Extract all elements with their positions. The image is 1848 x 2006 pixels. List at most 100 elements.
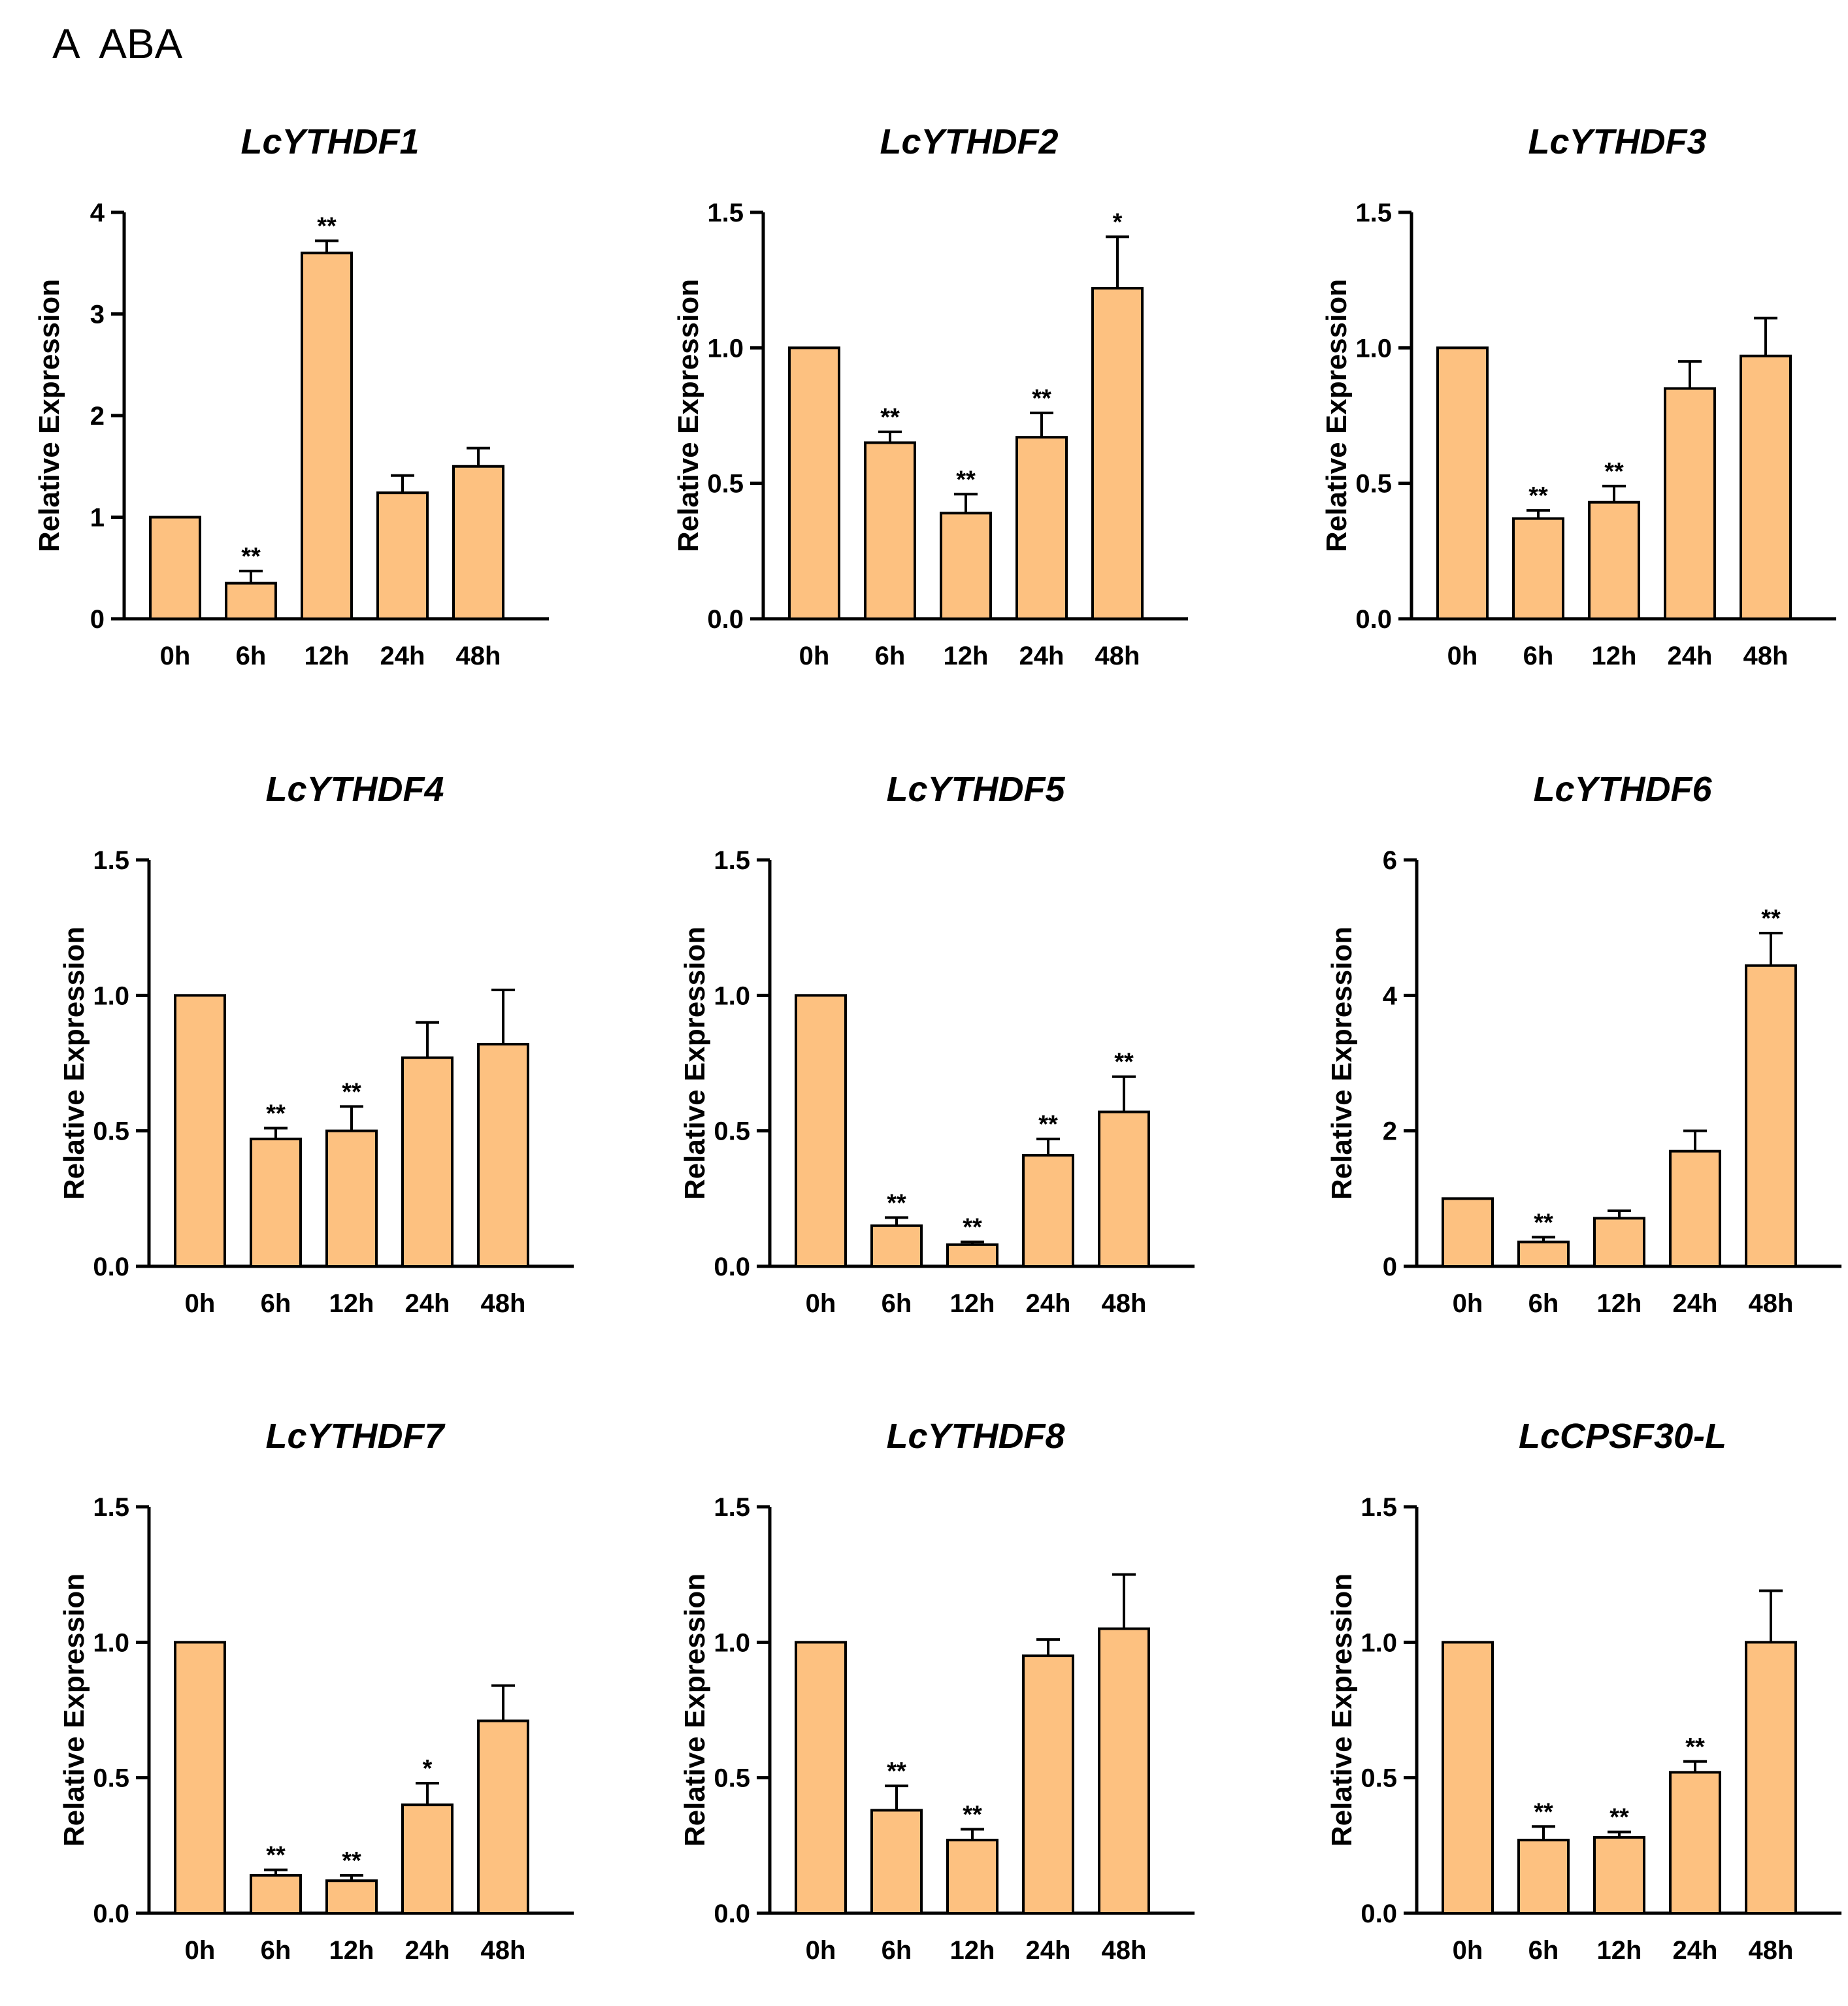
y-tick-label: 1.0	[1361, 1628, 1397, 1657]
bar-24h	[376, 491, 429, 620]
y-tick-label: 0.5	[714, 1117, 750, 1146]
bar-0h	[174, 994, 226, 1268]
chart-panel-7: LcYTHDF7 Relative Expression 0.0 0.5 1.0 1.5 0…	[58, 1417, 574, 1965]
chart-title: LcYTHDF2	[880, 122, 1058, 161]
y-axis-label: Relative Expression	[679, 1573, 711, 1847]
significance-mark: **	[1685, 1734, 1705, 1761]
significance-mark: **	[266, 1842, 286, 1869]
significance-mark: **	[1032, 385, 1051, 412]
x-tick-label: 24h	[1019, 642, 1064, 670]
significance-mark: *	[1113, 208, 1123, 236]
y-tick-label: 6	[1383, 846, 1397, 875]
x-tick-label: 12h	[329, 1289, 374, 1318]
x-tick-label: 12h	[1597, 1289, 1642, 1318]
significance-mark: **	[880, 404, 900, 431]
y-tick-label: 4	[90, 199, 105, 227]
chart-title: LcYTHDF8	[886, 1417, 1064, 1456]
chart-panel-5: LcYTHDF5 Relative Expression 0.0 0.5 1.0 1.5 0…	[679, 770, 1195, 1318]
x-tick-label: 48h	[1102, 1289, 1147, 1318]
chart-title: LcYTHDF1	[240, 122, 419, 161]
bar-0h	[795, 994, 847, 1268]
bar-12h	[946, 1243, 998, 1268]
x-tick-label: 0h	[806, 1936, 836, 1965]
y-tick-label: 1.0	[714, 981, 750, 1010]
y-tick-label: 0.5	[707, 470, 744, 499]
chart-title: LcYTHDF6	[1533, 770, 1712, 809]
bar-48h	[1740, 354, 1792, 620]
y-tick-label: 0	[1383, 1253, 1397, 1281]
y-tick-label: 0.0	[714, 1899, 750, 1928]
x-tick-label: 0h	[799, 642, 830, 670]
x-tick-label: 0h	[185, 1289, 216, 1318]
significance-mark: **	[342, 1078, 361, 1106]
x-tick-label: 24h	[405, 1936, 450, 1965]
bar-48h	[477, 1719, 529, 1915]
x-tick-label: 6h	[261, 1289, 291, 1318]
bar-0h	[1442, 1641, 1494, 1915]
x-tick-label: 6h	[882, 1289, 912, 1318]
y-tick-label: 3	[90, 301, 105, 329]
bar-0h	[1436, 346, 1489, 620]
bar-48h	[1098, 1627, 1150, 1915]
x-tick-label: 0h	[1447, 642, 1478, 670]
x-tick-label: 24h	[380, 642, 425, 670]
chart-panel-3: LcYTHDF3 Relative Expression 0.0 0.5 1.0 1.5 0…	[1321, 122, 1836, 670]
significance-mark: **	[317, 213, 337, 240]
x-tick-label: 24h	[1026, 1289, 1071, 1318]
y-axis-label: Relative Expression	[58, 927, 90, 1200]
x-tick-label: 6h	[1523, 642, 1554, 670]
y-tick-label: 1.0	[1355, 334, 1392, 363]
x-tick-label: 0h	[185, 1936, 216, 1965]
significance-mark: **	[887, 1758, 906, 1785]
bar-24h	[1015, 436, 1068, 620]
x-tick-label: 0h	[1453, 1936, 1483, 1965]
x-tick-label: 24h	[1673, 1936, 1718, 1965]
bar-48h	[1745, 964, 1797, 1268]
significance-mark: **	[1534, 1209, 1553, 1236]
chart-title: LcCPSF30-L	[1519, 1417, 1726, 1456]
significance-mark: **	[266, 1100, 286, 1128]
bar-12h	[1593, 1835, 1645, 1915]
chart-panel-2: LcYTHDF2 Relative Expression 0.0 0.5 1.0 1.5 0…	[672, 122, 1188, 670]
x-tick-label: 48h	[1743, 642, 1789, 670]
chart-panel-9: LcCPSF30-L Relative Expression 0.0 0.5 1.0 1.…	[1326, 1417, 1841, 1965]
x-tick-label: 48h	[1102, 1936, 1147, 1965]
x-tick-label: 6h	[875, 642, 906, 670]
x-tick-label: 12h	[950, 1289, 995, 1318]
x-tick-label: 6h	[1528, 1936, 1559, 1965]
x-tick-label: 0h	[806, 1289, 836, 1318]
y-axis-label: Relative Expression	[672, 279, 704, 552]
x-tick-label: 12h	[1592, 642, 1637, 670]
significance-mark: **	[1609, 1804, 1629, 1832]
x-tick-label: 24h	[1673, 1289, 1718, 1318]
bar-12h	[1588, 501, 1640, 621]
y-tick-label: 0.5	[93, 1764, 129, 1793]
bar-24h	[1022, 1654, 1074, 1915]
bar-6h	[870, 1224, 923, 1268]
bar-12h	[940, 512, 992, 621]
chart-title: LcYTHDF4	[265, 770, 444, 809]
y-tick-label: 1.5	[1355, 199, 1392, 227]
y-tick-label: 0.5	[1355, 470, 1392, 499]
significance-mark: **	[963, 1801, 982, 1828]
x-tick-label: 0h	[160, 642, 191, 670]
panel-label: A ABA	[52, 20, 183, 67]
y-tick-label: 1.5	[1361, 1493, 1397, 1522]
significance-mark: **	[1534, 1798, 1553, 1826]
y-tick-label: 1.0	[714, 1628, 750, 1657]
y-axis-label: Relative Expression	[1326, 1573, 1358, 1847]
x-tick-label: 12h	[329, 1936, 374, 1965]
bar-6h	[1517, 1839, 1570, 1915]
bar-0h	[1442, 1197, 1494, 1268]
bar-48h	[1091, 287, 1144, 620]
bar-24h	[401, 1803, 454, 1915]
bar-6h	[870, 1809, 923, 1915]
y-tick-label: 0.0	[714, 1253, 750, 1281]
y-tick-label: 1.5	[93, 846, 129, 875]
y-tick-label: 1.5	[714, 1493, 750, 1522]
significance-mark: **	[1528, 482, 1548, 510]
bar-6h	[250, 1873, 302, 1915]
x-tick-label: 48h	[481, 1289, 526, 1318]
significance-mark: **	[342, 1847, 361, 1875]
